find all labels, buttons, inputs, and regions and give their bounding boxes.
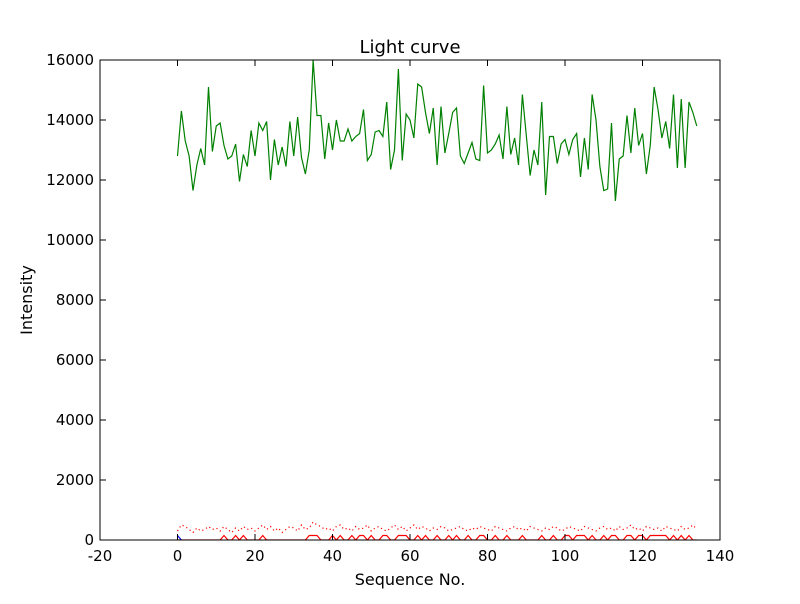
x-axis-label: Sequence No.: [355, 570, 466, 589]
x-tick-label: 120: [628, 547, 657, 565]
x-tick-label: 60: [400, 547, 419, 565]
y-tick-label: 14000: [46, 111, 94, 129]
axis-ticks: -20 0 20 40 60 80 100 120 1400200040006000800010…: [46, 51, 734, 565]
x-tick-label: 40: [323, 547, 342, 565]
x-tick-label: 140: [706, 547, 735, 565]
series-line-2: [177, 534, 697, 540]
y-tick-label: 2000: [56, 471, 94, 489]
x-tick-label: 80: [478, 547, 497, 565]
plot-marks: [176, 59, 698, 540]
chart-title: Light curve: [359, 37, 460, 58]
y-tick-label: 10000: [46, 231, 94, 249]
y-tick-label: 4000: [56, 411, 94, 429]
x-tick-label: 100: [551, 547, 580, 565]
y-tick-label: 0: [84, 531, 94, 549]
x-tick-label: -20: [88, 547, 113, 565]
y-axis-label: Intensity: [17, 265, 36, 335]
plot-area-frame: [99, 59, 721, 541]
y-tick-label: 6000: [56, 351, 94, 369]
y-tick-label: 8000: [56, 291, 94, 309]
y-tick-label: 16000: [46, 51, 94, 69]
x-tick-label: 0: [173, 547, 183, 565]
y-tick-label: 12000: [46, 171, 94, 189]
series-line-0: [176, 59, 698, 202]
x-tick-label: 20: [245, 547, 264, 565]
series-line-3: [177, 535, 182, 540]
series-line-1: [176, 521, 698, 534]
